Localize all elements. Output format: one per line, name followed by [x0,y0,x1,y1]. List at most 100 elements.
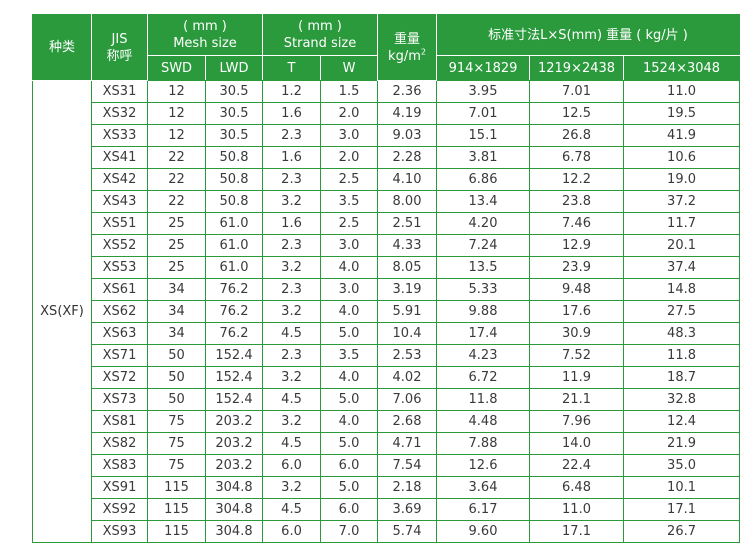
cell-s3: 35.0 [623,454,741,477]
cell-w: 4.0 [320,300,379,323]
cell-s1: 4.23 [436,344,531,367]
header-weight: 重量 kg/m2 [377,14,438,81]
cell-s1: 13.5 [436,256,531,279]
table-row: XS53 25 61.0 3.2 4.0 8.05 13.5 23.9 37.4 [33,256,741,279]
cell-jis: XS32 [91,102,148,125]
table-body: XS(XF) XS31 12 30.5 1.2 1.5 2.36 3.95 7.01 11.0 XS… [32,80,741,543]
cell-s1: 7.88 [436,432,531,455]
cell-jis: XS53 [91,256,148,279]
header-mesh-label: Mesh size [173,36,237,51]
cell-kgm2: 2.51 [377,212,438,235]
header-weight-label: 重量 [394,31,421,47]
cell-swd: 115 [147,476,206,499]
cell-s2: 7.52 [529,344,625,367]
cell-lwd: 203.2 [204,432,264,455]
cell-s1: 13.4 [436,190,531,213]
cell-s2: 7.01 [529,80,625,103]
cell-lwd: 61.0 [204,212,264,235]
table-row: XS91 115 304.8 3.2 5.0 2.18 3.64 6.48 10.1 [33,476,741,499]
cell-kgm2: 8.05 [377,256,438,279]
cell-kgm2: 2.36 [377,80,438,103]
spec-table: 种类 JIS 称呼 ( mm ) Mesh size ( mm ) Strand… [32,14,741,543]
header-jis-line1: JIS [111,31,128,47]
cell-t: 3.2 [262,366,322,389]
cell-t: 3.2 [262,476,322,499]
cell-swd: 75 [147,432,206,455]
cell-lwd: 50.8 [204,190,264,213]
cell-jis: XS41 [91,146,148,169]
cell-jis: XS42 [91,168,148,191]
cell-s1: 6.17 [436,498,531,521]
cell-lwd: 50.8 [204,146,264,169]
cell-s1: 3.64 [436,476,531,499]
cell-lwd: 152.4 [204,366,264,389]
table-row: XS92 115 304.8 4.5 6.0 3.69 6.17 11.0 17.1 [33,498,741,521]
header-weight-unit: kg/m2 [379,48,436,65]
header-swd: SWD [147,55,206,81]
header-mesh-size: ( mm ) Mesh size [146,14,264,56]
cell-t: 4.5 [262,498,322,521]
cell-kgm2: 2.53 [377,344,438,367]
cell-swd: 34 [147,278,206,301]
cell-jis: XS72 [91,366,148,389]
cell-kgm2: 4.19 [377,102,438,125]
header-lwd: LWD [204,55,264,81]
cell-s1: 6.72 [436,366,531,389]
cell-swd: 75 [147,410,206,433]
header-strand-label: Strand size [283,36,357,51]
cell-swd: 22 [147,168,206,191]
cell-jis: XS52 [91,234,148,257]
cell-t: 2.3 [262,234,322,257]
group-cell: XS(XF) [32,80,92,543]
table-row: XS72 50 152.4 3.2 4.0 4.02 6.72 11.9 18.7 [33,366,741,389]
header-t: T [262,55,322,81]
cell-s2: 30.9 [529,322,625,345]
cell-lwd: 304.8 [204,498,264,521]
cell-s3: 18.7 [623,366,741,389]
cell-w: 7.0 [320,520,379,543]
cell-s2: 7.96 [529,410,625,433]
cell-w: 5.0 [320,388,379,411]
cell-w: 2.0 [320,102,379,125]
cell-kgm2: 2.68 [377,410,438,433]
cell-t: 3.2 [262,300,322,323]
cell-t: 2.3 [262,344,322,367]
header-strand-unit: ( mm ) [298,19,342,34]
cell-kgm2: 7.06 [377,388,438,411]
cell-t: 2.3 [262,278,322,301]
cell-lwd: 76.2 [204,300,264,323]
cell-s3: 48.3 [623,322,741,345]
cell-w: 4.0 [320,256,379,279]
cell-lwd: 30.5 [204,102,264,125]
header-weight-unit-base: kg/m [388,48,421,64]
cell-kgm2: 4.71 [377,432,438,455]
cell-s2: 6.78 [529,146,625,169]
cell-w: 6.0 [320,454,379,477]
cell-s2: 6.48 [529,476,625,499]
cell-swd: 75 [147,454,206,477]
cell-lwd: 30.5 [204,80,264,103]
cell-s1: 3.81 [436,146,531,169]
cell-jis: XS82 [91,432,148,455]
cell-w: 3.0 [320,278,379,301]
cell-s1: 15.1 [436,124,531,147]
cell-s3: 11.7 [623,212,741,235]
cell-t: 6.0 [262,454,322,477]
cell-swd: 25 [147,256,206,279]
cell-w: 4.0 [320,410,379,433]
cell-s3: 19.5 [623,102,741,125]
cell-lwd: 76.2 [204,278,264,301]
header-row-1: 种类 JIS 称呼 ( mm ) Mesh size ( mm ) Strand… [32,14,741,81]
cell-jis: XS92 [91,498,148,521]
cell-jis: XS73 [91,388,148,411]
cell-s2: 26.8 [529,124,625,147]
cell-s1: 7.24 [436,234,531,257]
table-row: XS32 12 30.5 1.6 2.0 4.19 7.01 12.5 19.5 [33,102,741,125]
cell-lwd: 76.2 [204,322,264,345]
cell-s3: 26.7 [623,520,741,543]
table-row: XS82 75 203.2 4.5 5.0 4.71 7.88 14.0 21.9 [33,432,741,455]
cell-s3: 10.1 [623,476,741,499]
cell-w: 3.0 [320,234,379,257]
header-w: W [320,55,379,81]
table-row: XS42 22 50.8 2.3 2.5 4.10 6.86 12.2 19.0 [33,168,741,191]
